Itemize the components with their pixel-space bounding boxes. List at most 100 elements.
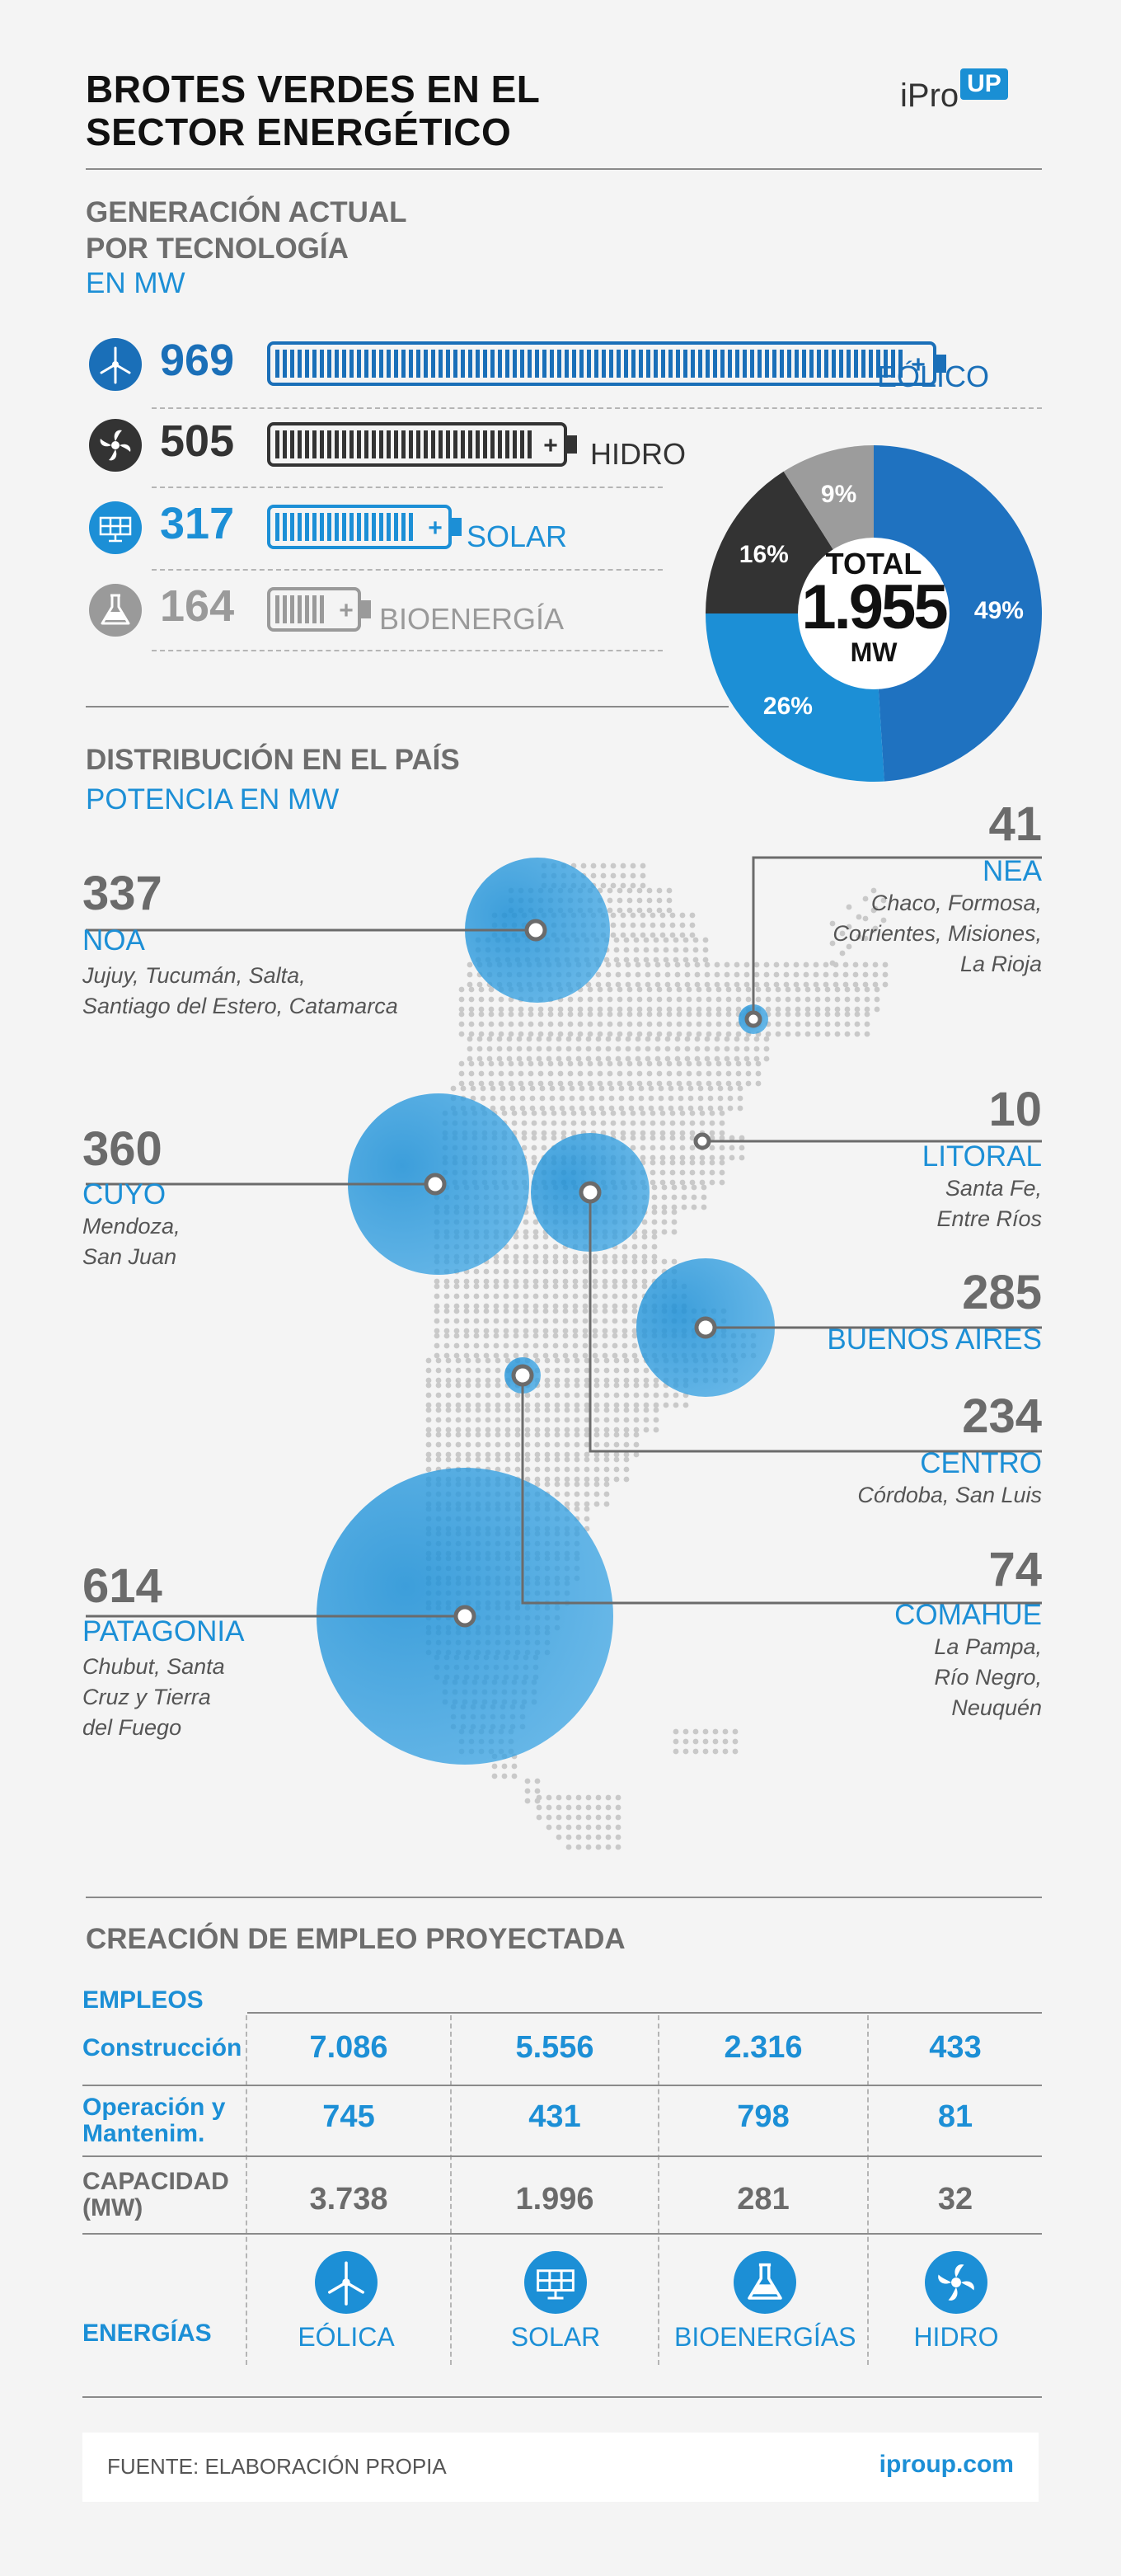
title-line-2: SECTOR ENERGÉTICO xyxy=(86,110,512,153)
map-dot xyxy=(603,1501,610,1507)
map-dot xyxy=(785,986,791,993)
map-dot xyxy=(514,1392,521,1398)
map-dot xyxy=(603,1441,610,1448)
map-dot xyxy=(681,1184,687,1191)
map-dot xyxy=(673,1748,679,1755)
map-dot xyxy=(610,912,617,919)
column-separator xyxy=(450,2015,452,2365)
operacion-bioenergias: 798 xyxy=(737,2099,790,2134)
map-dot xyxy=(602,1283,608,1290)
map-dot xyxy=(617,1060,623,1067)
map-dot xyxy=(556,1834,562,1840)
map-dot xyxy=(743,1036,750,1042)
map-dot xyxy=(621,1328,628,1334)
map-dot xyxy=(646,887,653,894)
map-dot xyxy=(743,1055,750,1062)
map-dot xyxy=(704,1036,711,1042)
map-dot xyxy=(465,1417,471,1423)
map-dot xyxy=(621,1308,628,1314)
map-dot xyxy=(467,1055,473,1062)
map-dot xyxy=(455,1441,462,1448)
map-dot xyxy=(795,996,801,1003)
battery-cell xyxy=(713,350,717,378)
map-dot xyxy=(864,1006,870,1013)
map-dot xyxy=(699,1159,706,1166)
row-capacidad-label: CAPACIDAD (MW) xyxy=(82,2169,229,2221)
map-dot xyxy=(562,1303,569,1309)
map-dot xyxy=(504,1441,511,1448)
map-dot xyxy=(804,1031,811,1037)
map-dot xyxy=(495,1407,501,1413)
map-dot xyxy=(638,1085,645,1092)
map-dot xyxy=(620,1130,626,1136)
map-dot xyxy=(763,971,770,978)
map-dot xyxy=(565,1036,572,1042)
map-dot xyxy=(631,1308,638,1314)
map-dot xyxy=(554,1451,560,1458)
map-dot xyxy=(612,1303,618,1309)
map-dot xyxy=(640,1154,646,1161)
map-dot xyxy=(682,1728,689,1735)
battery-cell xyxy=(639,350,643,378)
map-dot xyxy=(674,1046,681,1052)
map-dot xyxy=(676,1070,682,1077)
map-dot xyxy=(536,1794,542,1801)
map-dot xyxy=(852,981,859,988)
tech-row-hidro: 505 + HIDRO xyxy=(86,416,686,488)
energy-eolica-label: EÓLICA xyxy=(298,2322,395,2352)
footer-site-link[interactable]: iproup.com xyxy=(879,2451,1014,2478)
map-dot xyxy=(443,1278,450,1285)
map-dot xyxy=(554,1491,560,1497)
map-dot xyxy=(463,1308,470,1314)
map-dot xyxy=(636,887,643,894)
map-dot xyxy=(597,1006,603,1013)
map-dot xyxy=(476,1055,483,1062)
map-dot xyxy=(463,1283,470,1290)
map-dot xyxy=(485,1407,491,1413)
battery-cell xyxy=(832,350,836,378)
map-dot xyxy=(532,1328,539,1334)
map-dot xyxy=(595,971,602,978)
map-dot xyxy=(523,1243,529,1250)
map-dot xyxy=(635,981,641,988)
map-dot xyxy=(504,1431,511,1438)
map-dot xyxy=(503,1258,509,1265)
map-dot xyxy=(692,1728,699,1735)
map-dot xyxy=(623,1407,630,1413)
map-dot xyxy=(656,897,663,904)
map-dot xyxy=(605,1844,612,1850)
battery-cell xyxy=(631,350,636,378)
map-dot xyxy=(506,1046,513,1052)
map-dot xyxy=(686,1006,692,1013)
map-dot xyxy=(595,1804,602,1811)
map-dot xyxy=(653,1382,659,1389)
map-dot xyxy=(623,1427,630,1433)
map-dot xyxy=(803,981,809,988)
map-dot xyxy=(684,961,691,968)
map-dot xyxy=(445,1417,452,1423)
map-dot xyxy=(640,863,646,869)
map-dot xyxy=(496,1036,503,1042)
map-dot xyxy=(659,1179,666,1186)
map-dot xyxy=(458,1031,465,1037)
map-dot xyxy=(679,1159,686,1166)
map-dot xyxy=(613,1377,620,1384)
map-dot xyxy=(475,1407,481,1413)
map-dot xyxy=(824,996,831,1003)
map-dot xyxy=(557,1011,564,1018)
map-dot xyxy=(504,1456,511,1463)
map-dot xyxy=(562,1268,569,1275)
map-dot xyxy=(651,1268,658,1275)
map-dot xyxy=(584,1377,590,1384)
map-dot xyxy=(626,887,633,894)
map-dot xyxy=(468,1006,475,1013)
map-dot xyxy=(493,1283,500,1290)
map-dot xyxy=(597,1060,603,1067)
map-dot xyxy=(524,1778,531,1784)
map-dot xyxy=(620,932,626,938)
map-dot xyxy=(552,1253,559,1260)
map-dot xyxy=(775,986,781,993)
map-dot xyxy=(564,1491,570,1497)
map-dot xyxy=(727,1085,734,1092)
map-dot xyxy=(498,1070,504,1077)
